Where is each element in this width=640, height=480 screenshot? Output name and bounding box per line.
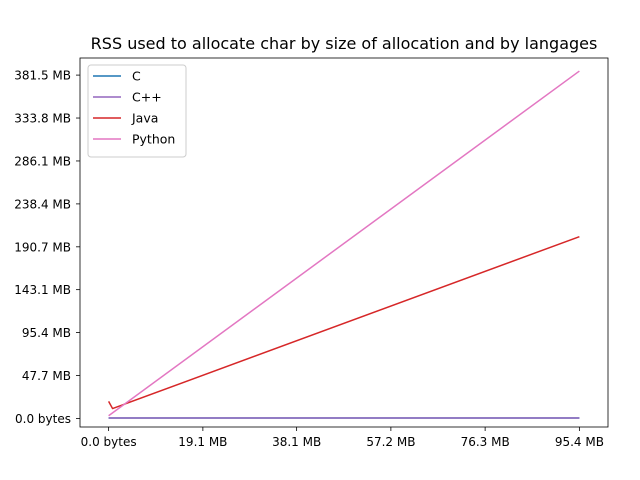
legend: C C++ Java Python [87, 64, 187, 158]
y-tick-label: 0.0 bytes [15, 412, 71, 426]
y-tick-label: 286.1 MB [14, 154, 71, 168]
legend-label: C++ [132, 90, 162, 105]
legend-label: Python [132, 132, 175, 147]
plot-area [79, 57, 609, 428]
y-tick-label: 238.4 MB [14, 197, 71, 211]
y-tick-label: 333.8 MB [14, 112, 71, 126]
x-axis: 0.0 bytes 19.1 MB 38.1 MB 57.2 MB 76.3 MB 95.… [81, 427, 604, 449]
series-line-java [107, 235, 580, 410]
y-tick-label: 190.7 MB [14, 240, 71, 254]
series-line-python [108, 70, 580, 417]
plot-frame [79, 57, 609, 428]
y-axis: 0.0 bytes 47.7 MB 95.4 MB 143.1 MB 190.7 MB 2… [14, 69, 80, 426]
x-tick-label: 95.4 MB [555, 435, 604, 449]
x-tick-label: 57.2 MB [366, 435, 415, 449]
chart-title: RSS used to allocate char by size of all… [91, 34, 598, 53]
y-tick-label: 381.5 MB [14, 69, 71, 83]
y-tick-label: 95.4 MB [22, 326, 71, 340]
x-tick-label: 38.1 MB [272, 435, 321, 449]
legend-label: Java [131, 111, 158, 126]
y-tick-label: 143.1 MB [14, 283, 71, 297]
x-tick-label: 76.3 MB [461, 435, 510, 449]
x-tick-label: 0.0 bytes [81, 435, 137, 449]
x-tick-label: 19.1 MB [178, 435, 227, 449]
y-tick-label: 47.7 MB [22, 369, 71, 383]
legend-box [87, 64, 187, 158]
legend-label: C [132, 69, 141, 84]
